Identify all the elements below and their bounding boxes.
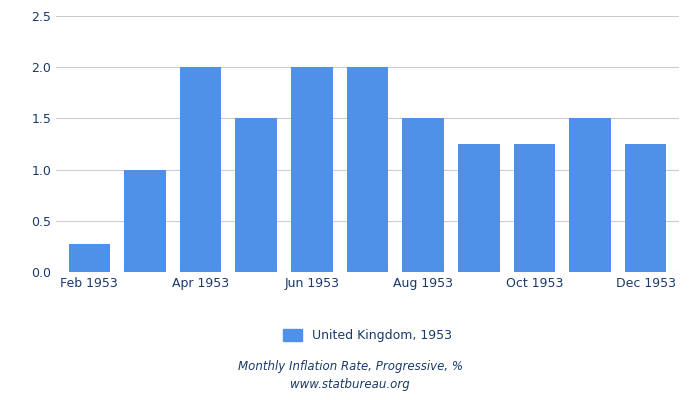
Legend: United Kingdom, 1953: United Kingdom, 1953 — [278, 324, 457, 347]
Bar — [346, 67, 389, 272]
Bar — [69, 244, 110, 272]
Bar — [569, 118, 611, 272]
Bar — [625, 144, 666, 272]
Bar — [291, 67, 332, 272]
Bar — [180, 67, 221, 272]
Bar — [458, 144, 500, 272]
Text: Monthly Inflation Rate, Progressive, %: Monthly Inflation Rate, Progressive, % — [237, 360, 463, 373]
Bar — [235, 118, 277, 272]
Bar — [124, 170, 166, 272]
Bar — [402, 118, 444, 272]
Text: www.statbureau.org: www.statbureau.org — [290, 378, 410, 391]
Bar — [514, 144, 555, 272]
